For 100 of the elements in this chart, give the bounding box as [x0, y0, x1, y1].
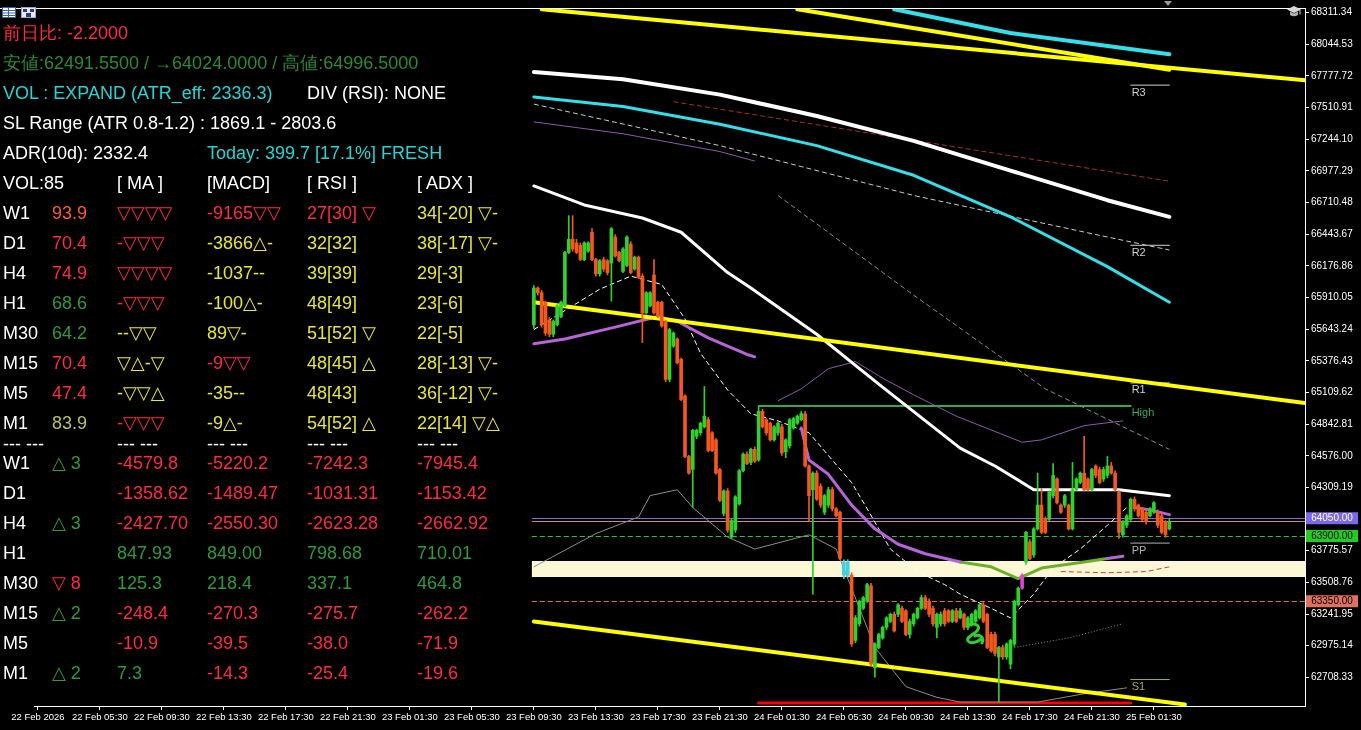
y-tick-label: 62708.33 — [1311, 671, 1354, 683]
annotation: 68.6 — [52, 292, 88, 314]
annotation: -10.9 — [117, 632, 159, 654]
annotation: 27[30] ▽ — [307, 202, 376, 224]
x-tick-label: 22 Feb 05:30 — [71, 711, 128, 723]
annotation: Today: 399.7 [17.1%] FRESH — [207, 142, 443, 164]
ref-line-label: 64050.00 — [1311, 512, 1354, 524]
annotation: △ 2 — [52, 662, 81, 684]
annotation: VOL : EXPAND (ATR_eff: 2336.3) — [3, 82, 273, 104]
annotation: 74.9 — [52, 262, 88, 284]
annotation: 34[-20] ▽- — [417, 202, 498, 224]
annotation: M30 — [3, 322, 39, 344]
annotation: 70.4 — [52, 232, 88, 254]
annotation: DIV (RSI): NONE — [307, 82, 447, 104]
y-tick-label: 63775.57 — [1311, 544, 1354, 556]
y-tick-label: 64842.81 — [1311, 417, 1354, 429]
annotation: --- --- — [117, 433, 158, 455]
annotation: 7.3 — [117, 662, 143, 684]
y-tick-label: 65643.24 — [1311, 322, 1354, 334]
annotation: -▽▽▽ — [117, 292, 165, 314]
text: M5 — [3, 382, 29, 404]
annotation: -2662.92 — [417, 512, 489, 534]
y-tick-label: 65109.62 — [1311, 386, 1354, 398]
annotation: △ 3 — [52, 452, 81, 474]
annotation: 337.1 — [307, 572, 353, 594]
y-tick-label: 62975.14 — [1311, 639, 1354, 651]
annotation: △ 2 — [52, 602, 81, 624]
series-label: R1 — [1131, 383, 1146, 396]
y-tick-label: 65910.05 — [1311, 291, 1354, 303]
annotation: -9▽▽ — [207, 352, 251, 374]
y-tick-label: 66710.48 — [1311, 196, 1354, 208]
text: W1 — [3, 202, 30, 224]
annotation: 29[-3] — [417, 262, 464, 284]
y-tick-label: 67777.72 — [1311, 69, 1354, 81]
annotation: 51[52] ▽ — [307, 322, 376, 344]
y-tick-label: 63241.95 — [1311, 607, 1354, 619]
x-tick-label: 25 Feb 01:30 — [1125, 711, 1182, 723]
annotation: 36[-12] ▽- — [417, 382, 498, 404]
annotation: -▽▽▽ — [117, 232, 165, 254]
annotation: 847.93 — [117, 542, 173, 564]
annotation: 前日比: -2.2000 — [3, 22, 129, 44]
annotation: -39.5 — [207, 632, 249, 654]
y-tick-label: 67244.10 — [1311, 132, 1354, 144]
annotation: ▽▽▽▽ — [117, 202, 173, 224]
x-tick-label: 23 Feb 21:30 — [691, 711, 748, 723]
annotation: -1153.42 — [417, 482, 487, 504]
series-label: R2 — [1131, 245, 1146, 258]
y-tick-label: 65376.43 — [1311, 354, 1354, 366]
annotation: -3866△- — [207, 232, 273, 254]
annotation: --- --- — [3, 433, 44, 455]
text: H4 — [3, 262, 27, 284]
annotation: 38[-17] ▽- — [417, 232, 498, 254]
annotation: --- --- — [307, 433, 348, 455]
x-tick-label: 24 Feb 21:30 — [1063, 711, 1120, 723]
annotation: -1037-- — [207, 262, 266, 284]
annotation: -262.2 — [417, 602, 469, 624]
annotation: -19.6 — [417, 662, 459, 684]
text: W1 — [3, 452, 30, 474]
annotation: -1489.47 — [207, 482, 279, 504]
annotation: 83.9 — [52, 412, 88, 434]
annotation: ADR(10d): 2332.4 — [3, 142, 149, 164]
annotation: -25.4 — [307, 662, 349, 684]
annotation: -4579.8 — [117, 452, 179, 474]
annotation: -7242.3 — [307, 452, 369, 474]
annotation: 22[14] ▽△ — [417, 412, 500, 434]
annotation: 安値:62491.5500 / →64024.0000 / 高値:64996.5000 — [3, 52, 419, 74]
annotation: ▽△-▽ — [117, 352, 165, 374]
annotation: 70.4 — [52, 352, 88, 374]
x-tick-label: 24 Feb 01:30 — [753, 711, 810, 723]
annotation: 464.8 — [417, 572, 463, 594]
x-tick-label: 23 Feb 13:30 — [567, 711, 624, 723]
annotation: 48[45] △ — [307, 352, 376, 374]
annotation: VOL:85 — [3, 172, 65, 194]
y-tick-label: 66977.29 — [1311, 164, 1354, 176]
annotation: [ MA ] — [117, 172, 164, 194]
annotation: ▽▽▽▽ — [117, 262, 173, 284]
annotation: -275.7 — [307, 602, 359, 624]
annotation: 22[-5] — [417, 322, 464, 344]
x-tick-label: 22 Feb 13:30 — [195, 711, 252, 723]
annotation: -▽▽▽ — [117, 412, 165, 434]
annotation: 39[39] — [307, 262, 358, 284]
annotation: 849.00 — [207, 542, 263, 564]
x-tick-label: 24 Feb 13:30 — [939, 711, 996, 723]
annotation: -2427.70 — [117, 512, 189, 534]
y-tick-label: 64309.19 — [1311, 481, 1354, 493]
text: H1 — [3, 292, 27, 314]
annotation: -35-- — [207, 382, 246, 404]
annotation: --▽▽ — [117, 322, 157, 344]
y-tick-label: 63508.76 — [1311, 576, 1354, 588]
y-tick-label: 68044.53 — [1311, 37, 1354, 49]
annotation: 710.01 — [417, 542, 473, 564]
annotation: --- --- — [207, 433, 248, 455]
text: D1 — [3, 232, 27, 254]
series-label: R3 — [1131, 85, 1146, 98]
x-tick-label: 24 Feb 17:30 — [1001, 711, 1058, 723]
x-tick-label: 24 Feb 09:30 — [877, 711, 934, 723]
annotation: [ RSI ] — [307, 172, 358, 194]
text: M1 — [3, 412, 29, 434]
x-tick-label: 22 Feb 21:30 — [319, 711, 376, 723]
annotation: -248.4 — [117, 602, 169, 624]
